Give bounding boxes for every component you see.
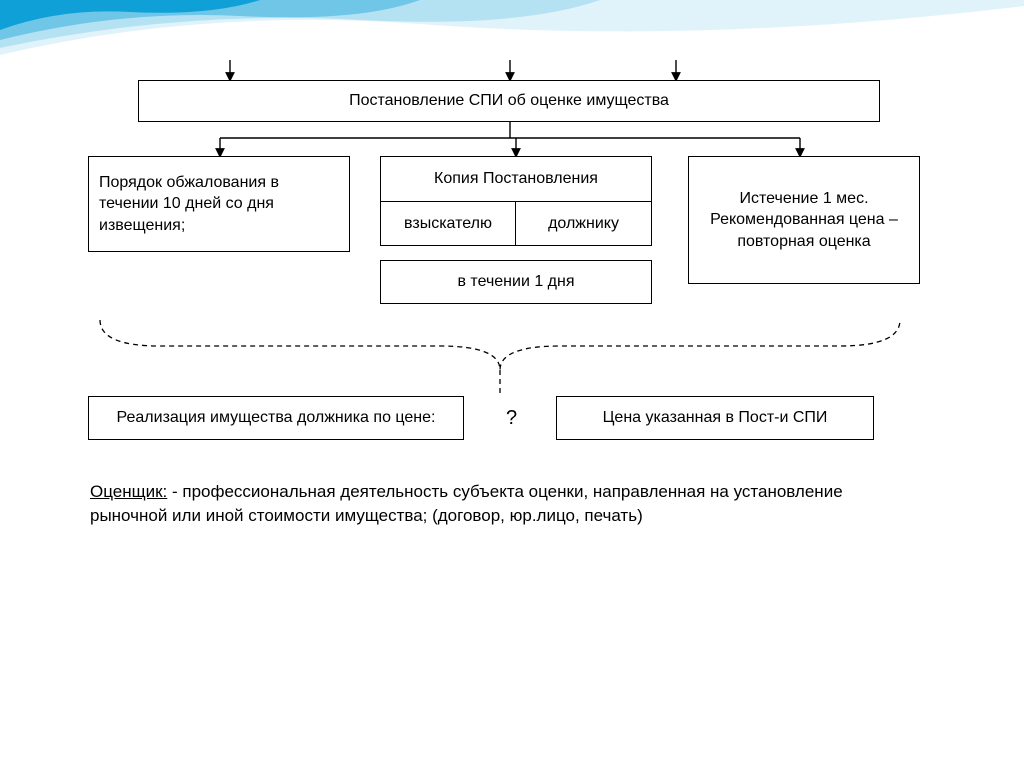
node-appeal-procedure: Порядок обжалования в течении 10 дней со… — [88, 156, 350, 252]
footnote-term: Оценщик: — [90, 482, 167, 501]
node-to-creditor: взыскателю — [380, 202, 516, 246]
node-resolution-spi: Постановление СПИ об оценке имущества — [138, 80, 880, 122]
footnote-text: - профессиональная деятельность субъекта… — [90, 482, 843, 525]
node-within-1-day: в течении 1 дня — [380, 260, 652, 304]
node-label: Реализация имущества должника по цене: — [117, 407, 436, 429]
node-label: взыскателю — [404, 213, 492, 235]
node-label: в течении 1 дня — [457, 271, 574, 293]
node-label: Копия Постановления — [434, 168, 598, 190]
node-label: Цена указанная в Пост-и СПИ — [603, 407, 828, 429]
node-expiry-1-month: Истечение 1 мес. Рекомендованная цена – … — [688, 156, 920, 284]
node-realization-price: Реализация имущества должника по цене: — [88, 396, 464, 440]
diagram-canvas: Постановление СПИ об оценке имущества По… — [0, 0, 1024, 768]
node-label: Истечение 1 мес. Рекомендованная цена – … — [699, 188, 909, 253]
node-label: Порядок обжалования в течении 10 дней со… — [99, 172, 339, 237]
node-label: Постановление СПИ об оценке имущества — [349, 90, 669, 112]
node-copy-header: Копия Постановления — [380, 156, 652, 202]
node-label: должнику — [548, 213, 619, 235]
footnote-appraiser: Оценщик: - профессиональная деятельность… — [90, 480, 890, 528]
node-price-in-resolution: Цена указанная в Пост-и СПИ — [556, 396, 874, 440]
question-mark: ? — [506, 407, 517, 430]
node-to-debtor: должнику — [516, 202, 652, 246]
qmark-text: ? — [506, 407, 517, 429]
